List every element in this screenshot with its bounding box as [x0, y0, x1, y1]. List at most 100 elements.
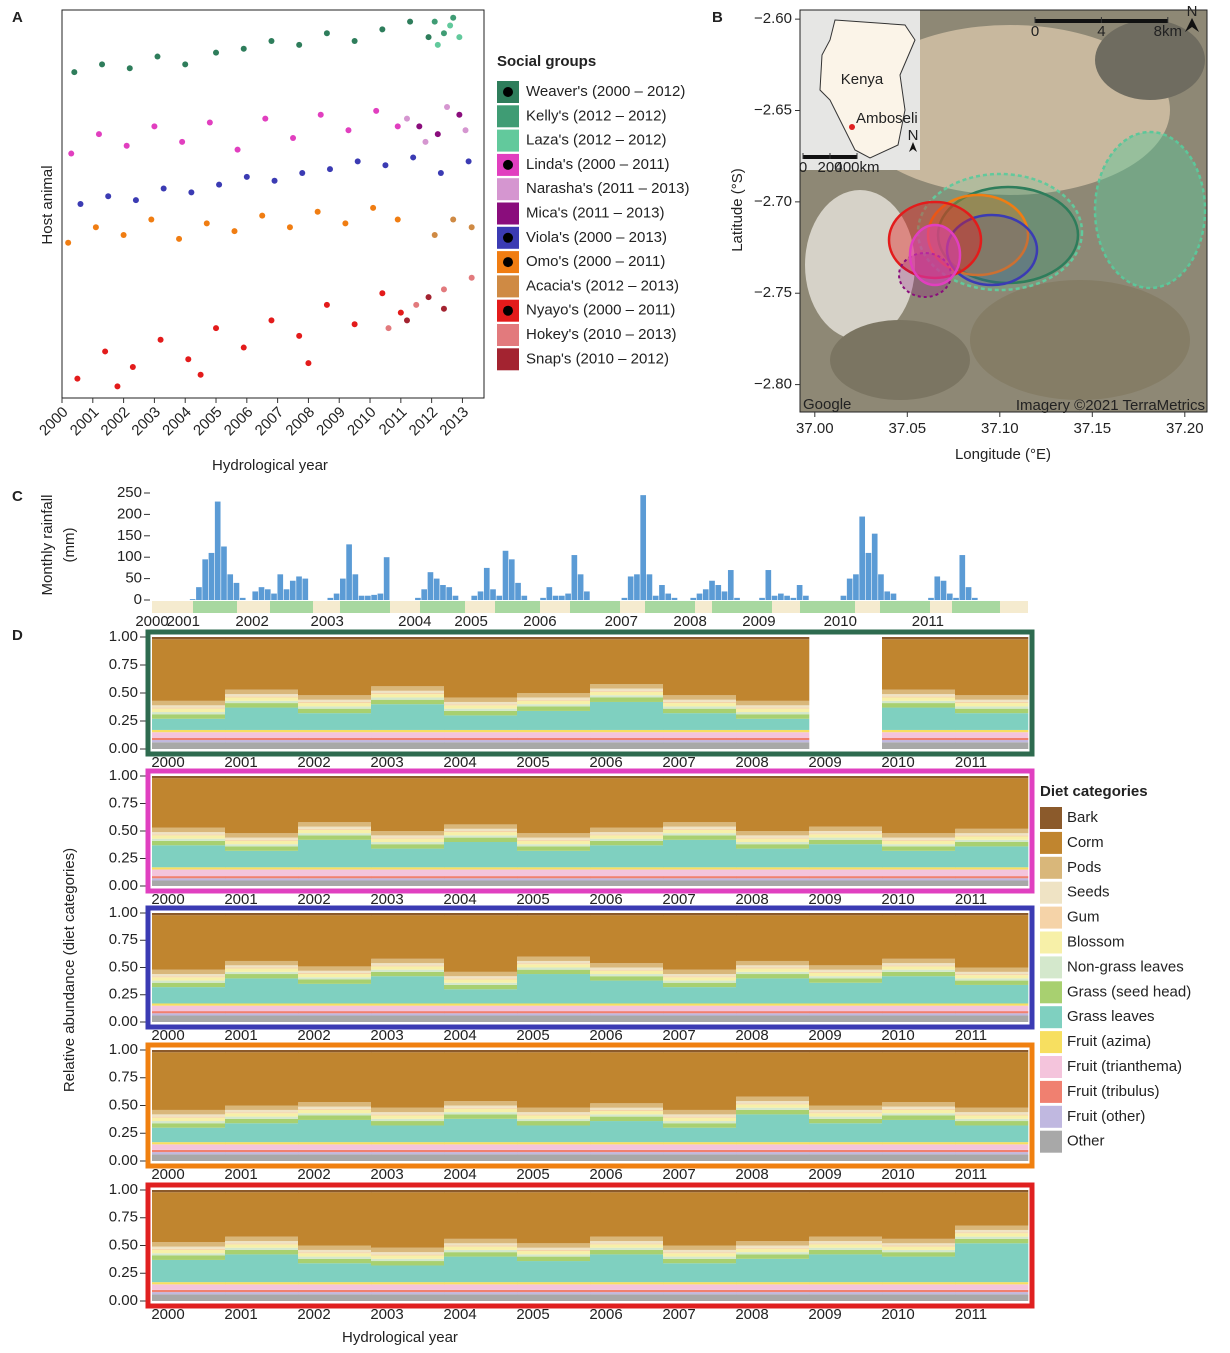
stack-segment	[225, 850, 299, 868]
stack-segment	[736, 974, 810, 979]
stack-segment	[298, 637, 372, 640]
legend-swatch	[497, 348, 519, 371]
stack-segment	[371, 1254, 445, 1256]
stack-segment	[444, 1005, 518, 1012]
stack-segment	[882, 1190, 956, 1193]
stack-segment	[517, 844, 591, 847]
map-background	[800, 10, 1207, 412]
x-tick-label: 37.05	[889, 420, 927, 437]
stack-segment	[371, 686, 445, 691]
bar	[727, 570, 734, 600]
stack-segment	[444, 737, 518, 741]
stack-segment	[371, 1142, 445, 1145]
y-tick-label: 0.50	[109, 684, 138, 701]
stack-segment	[152, 1255, 226, 1260]
stack-segment	[882, 1252, 956, 1257]
stack-segment	[225, 1113, 299, 1117]
stack-segment	[225, 1284, 299, 1290]
stack-segment	[955, 737, 1029, 741]
stack-segment	[225, 867, 299, 870]
bar	[496, 595, 503, 600]
legend-label: Mica's (2011 – 2013)	[526, 204, 665, 221]
stack-segment	[955, 1144, 1029, 1150]
stack-segment	[152, 1154, 226, 1161]
stack-segment	[225, 965, 299, 968]
stack-segment	[663, 829, 737, 834]
stack-segment	[882, 1243, 956, 1246]
stack-segment	[371, 737, 445, 741]
stack-segment	[298, 913, 372, 916]
stack-segment	[225, 639, 299, 690]
stack-segment	[371, 831, 445, 836]
stack-segment	[955, 701, 1029, 704]
bar	[433, 578, 440, 600]
point	[345, 127, 352, 134]
stack-segment	[590, 1149, 664, 1153]
stack-segment	[590, 1294, 664, 1301]
bar	[477, 591, 484, 600]
point	[188, 189, 195, 196]
stack-segment	[371, 1192, 445, 1248]
stack-segment	[298, 974, 372, 978]
stack-segment	[444, 1144, 518, 1150]
stack-segment	[663, 1127, 737, 1143]
stack-segment	[225, 637, 299, 640]
x-tick-label: 2006	[589, 1306, 622, 1323]
x-axis-label: Hydrological year	[342, 1329, 458, 1346]
stack-segment	[955, 842, 1029, 847]
stack-segment	[882, 1142, 956, 1145]
stack-segment	[590, 1154, 664, 1161]
stack-segment	[663, 778, 737, 823]
bar	[233, 582, 240, 600]
stack-segment	[371, 1152, 445, 1155]
stack-segment	[955, 1192, 1029, 1226]
stack-segment	[152, 832, 226, 835]
stack-segment	[809, 1292, 883, 1295]
stack-segment	[152, 637, 226, 640]
stack-segment	[736, 718, 810, 730]
point	[234, 146, 241, 153]
panel-border	[145, 768, 1035, 894]
stack-segment	[882, 1003, 956, 1006]
stack-segment	[152, 845, 226, 868]
stack-segment	[955, 1149, 1029, 1153]
stack-segment	[298, 1294, 372, 1301]
point	[394, 216, 401, 223]
x-tick-label: 2005	[516, 1027, 549, 1044]
stack-segment	[371, 1149, 445, 1153]
point	[203, 220, 210, 227]
stack-segment	[444, 1256, 518, 1283]
stack-segment	[882, 1108, 956, 1110]
x-tick-label: 2009	[808, 1027, 841, 1044]
y-tick-label: 0.75	[109, 656, 138, 673]
bar	[264, 589, 271, 600]
stack-segment	[663, 969, 737, 975]
stack-segment	[590, 691, 664, 696]
stack-segment	[736, 1003, 810, 1006]
stack-segment	[298, 1142, 372, 1145]
stack-segment	[882, 1119, 956, 1143]
stack-segment	[663, 977, 737, 981]
stack-segment	[371, 848, 445, 868]
stack-segment	[225, 1109, 299, 1113]
stack-segment	[590, 969, 664, 971]
stack-segment	[517, 1121, 591, 1126]
stack-segment	[444, 1050, 518, 1053]
stack-segment	[663, 1003, 737, 1006]
stack-segment	[517, 1152, 591, 1155]
bar	[202, 559, 209, 600]
point	[77, 201, 84, 207]
stack-segment	[371, 1015, 445, 1022]
stack-segment	[663, 1245, 737, 1250]
bar	[871, 533, 878, 600]
stack-segment	[517, 637, 591, 640]
legend-label: Non-grass leaves	[1067, 958, 1184, 975]
point	[323, 30, 330, 37]
stack-segment	[809, 1294, 883, 1301]
stack-segment	[663, 1152, 737, 1155]
point	[382, 162, 389, 169]
stack-segment	[298, 776, 372, 779]
point	[413, 301, 420, 308]
stack-segment	[809, 1190, 883, 1193]
stack-segment	[590, 1109, 664, 1112]
